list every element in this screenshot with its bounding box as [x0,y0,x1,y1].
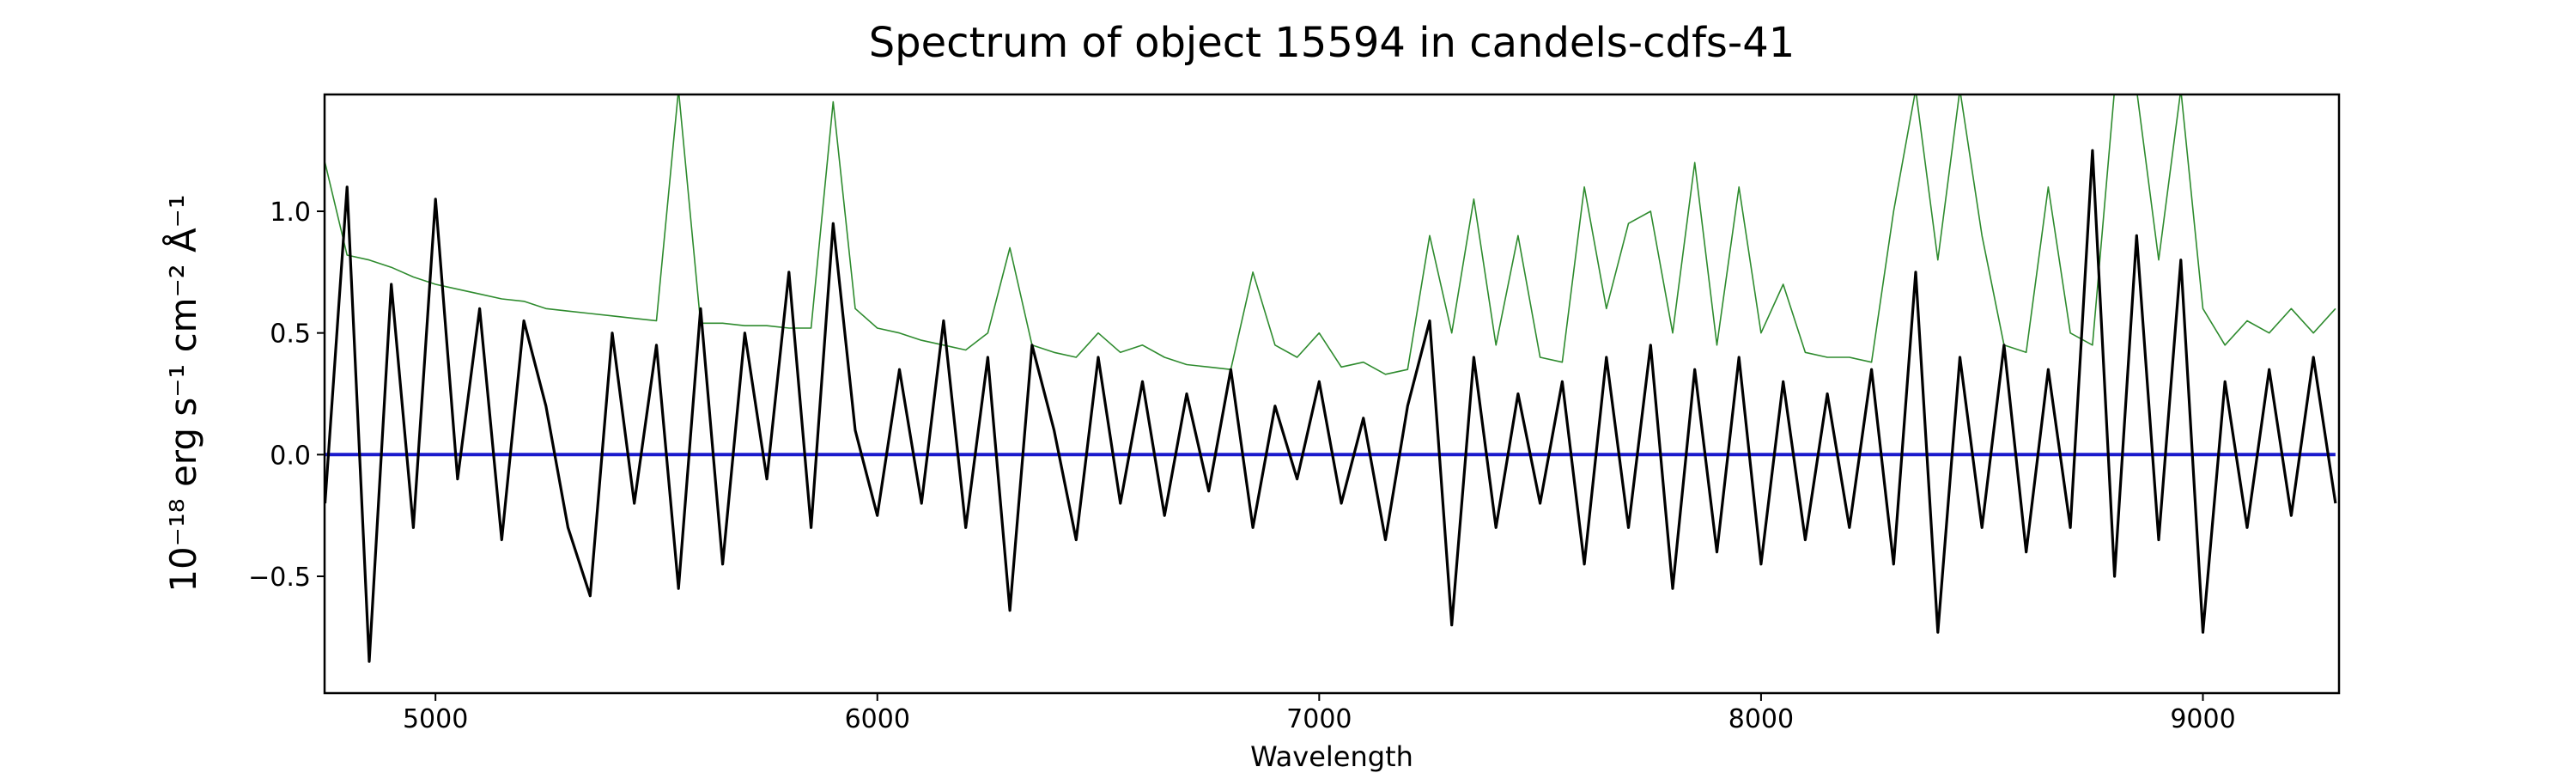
chart-title: Spectrum of object 15594 in candels-cdfs… [869,19,1795,67]
y-tick-label: 1.0 [270,198,311,228]
y-tick-label: 0.5 [270,320,311,350]
plot-frame [323,93,2341,695]
series-line [325,94,2336,375]
y-tick-label: 0.0 [270,441,311,471]
x-tick-label: 8000 [1728,704,1794,734]
y-axis-label: 10⁻¹⁸ erg s⁻¹ cm⁻² Å⁻¹ [161,194,204,592]
x-axis-label: Wavelength [1250,740,1413,773]
series-line [325,149,2337,663]
x-tick-label: 6000 [845,704,910,734]
y-tick-label: −0.5 [248,563,311,593]
x-tick-label: 9000 [2170,704,2235,734]
x-tick-label: 5000 [403,704,468,734]
plot-lines [325,94,2337,663]
x-tick-label: 7000 [1286,704,1352,734]
